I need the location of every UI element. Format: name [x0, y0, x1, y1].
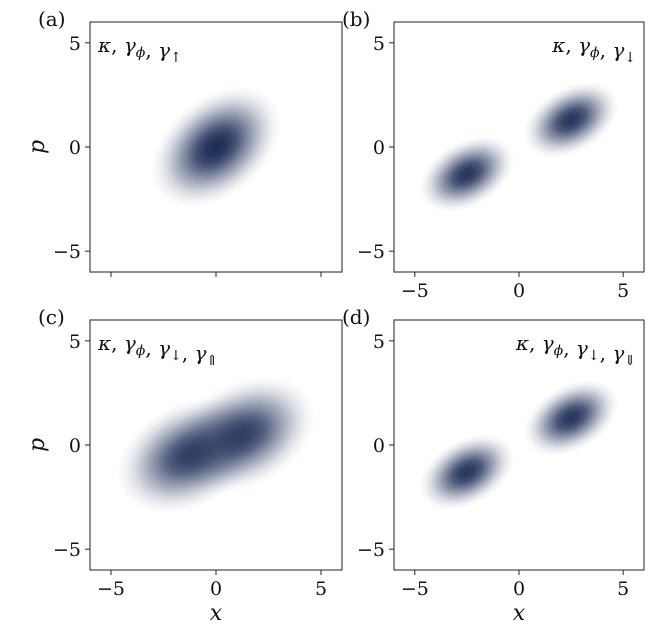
panel-a-ylabel: p: [25, 140, 50, 154]
panel-d-xtick-label: 0: [513, 578, 525, 600]
panel-c-density-blob-2: [171, 376, 316, 493]
panel-b-ytick-label: −5: [357, 241, 385, 263]
panel-b: −5 0 5−505(b)κ, γϕ, γ↓: [342, 7, 645, 302]
panel-d-ytick-label: 0: [373, 435, 385, 457]
panel-d-ytick-label: −5: [357, 539, 385, 561]
panel-d-density-blob-1: [419, 433, 515, 511]
panel-c-xtick-label: 0: [210, 578, 222, 600]
panel-a: −5 0 5 p (a) κ, γϕ, γ↑: [25, 7, 343, 277]
panel-c-ylabel: p: [25, 438, 50, 452]
panel-a-rates-annotation: κ, γϕ, γ↑: [97, 33, 182, 66]
panel-a-ytick-label: 0: [69, 137, 81, 159]
panel-d-xtick-label: 5: [617, 578, 629, 600]
panel-b-xtick-label: −5: [401, 280, 429, 302]
panel-c-xlabel: x: [210, 601, 223, 626]
panel-d: −5 0 5 −5 0 5 x (d) κ, γϕ, γ↓, γ⇓: [342, 305, 645, 626]
panel-b-ytick-label: 0: [373, 137, 385, 159]
panel-b-xtick-label: 5: [617, 280, 629, 302]
panel-a-density-blob-1: [151, 86, 281, 208]
panel-b-density-blob-1: [419, 135, 515, 213]
panel-a-label: (a): [38, 7, 66, 31]
panel-d-xtick-label: −5: [401, 578, 429, 600]
panel-b-ytick-label: 5: [373, 33, 385, 55]
panel-d-label: (d): [342, 305, 370, 329]
panel-b-label: (b): [342, 7, 370, 31]
panel-d-density-blob-2: [523, 379, 619, 457]
panel-c-label: (c): [38, 305, 65, 329]
panel-b-rates-annotation: κ, γϕ, γ↓: [551, 33, 636, 66]
panel-c-ytick-label: 5: [69, 331, 81, 353]
panel-c-xtick-label: −5: [97, 578, 125, 600]
panel-c-rates-annotation: κ, γϕ, γ↓, γ⇑: [97, 331, 218, 369]
panel-d-xlabel: x: [513, 601, 526, 626]
panel-d-ytick-label: 5: [373, 331, 385, 353]
panel-b-density-blob-2: [523, 81, 619, 159]
panel-c-ytick-label: −5: [53, 539, 81, 561]
panel-a-ytick-label: 5: [69, 33, 81, 55]
panel-c-xtick-label: 5: [315, 578, 327, 600]
panel-c-ytick-label: 0: [69, 435, 81, 457]
panel-b-xtick-label: 0: [513, 280, 525, 302]
panel-d-rates-annotation: κ, γϕ, γ↓, γ⇓: [515, 331, 636, 369]
panel-a-ytick-label: −5: [53, 241, 81, 263]
panel-c: −5 0 5 −5 0 5 p x (c) κ, γϕ, γ↓, γ⇑: [25, 305, 343, 626]
